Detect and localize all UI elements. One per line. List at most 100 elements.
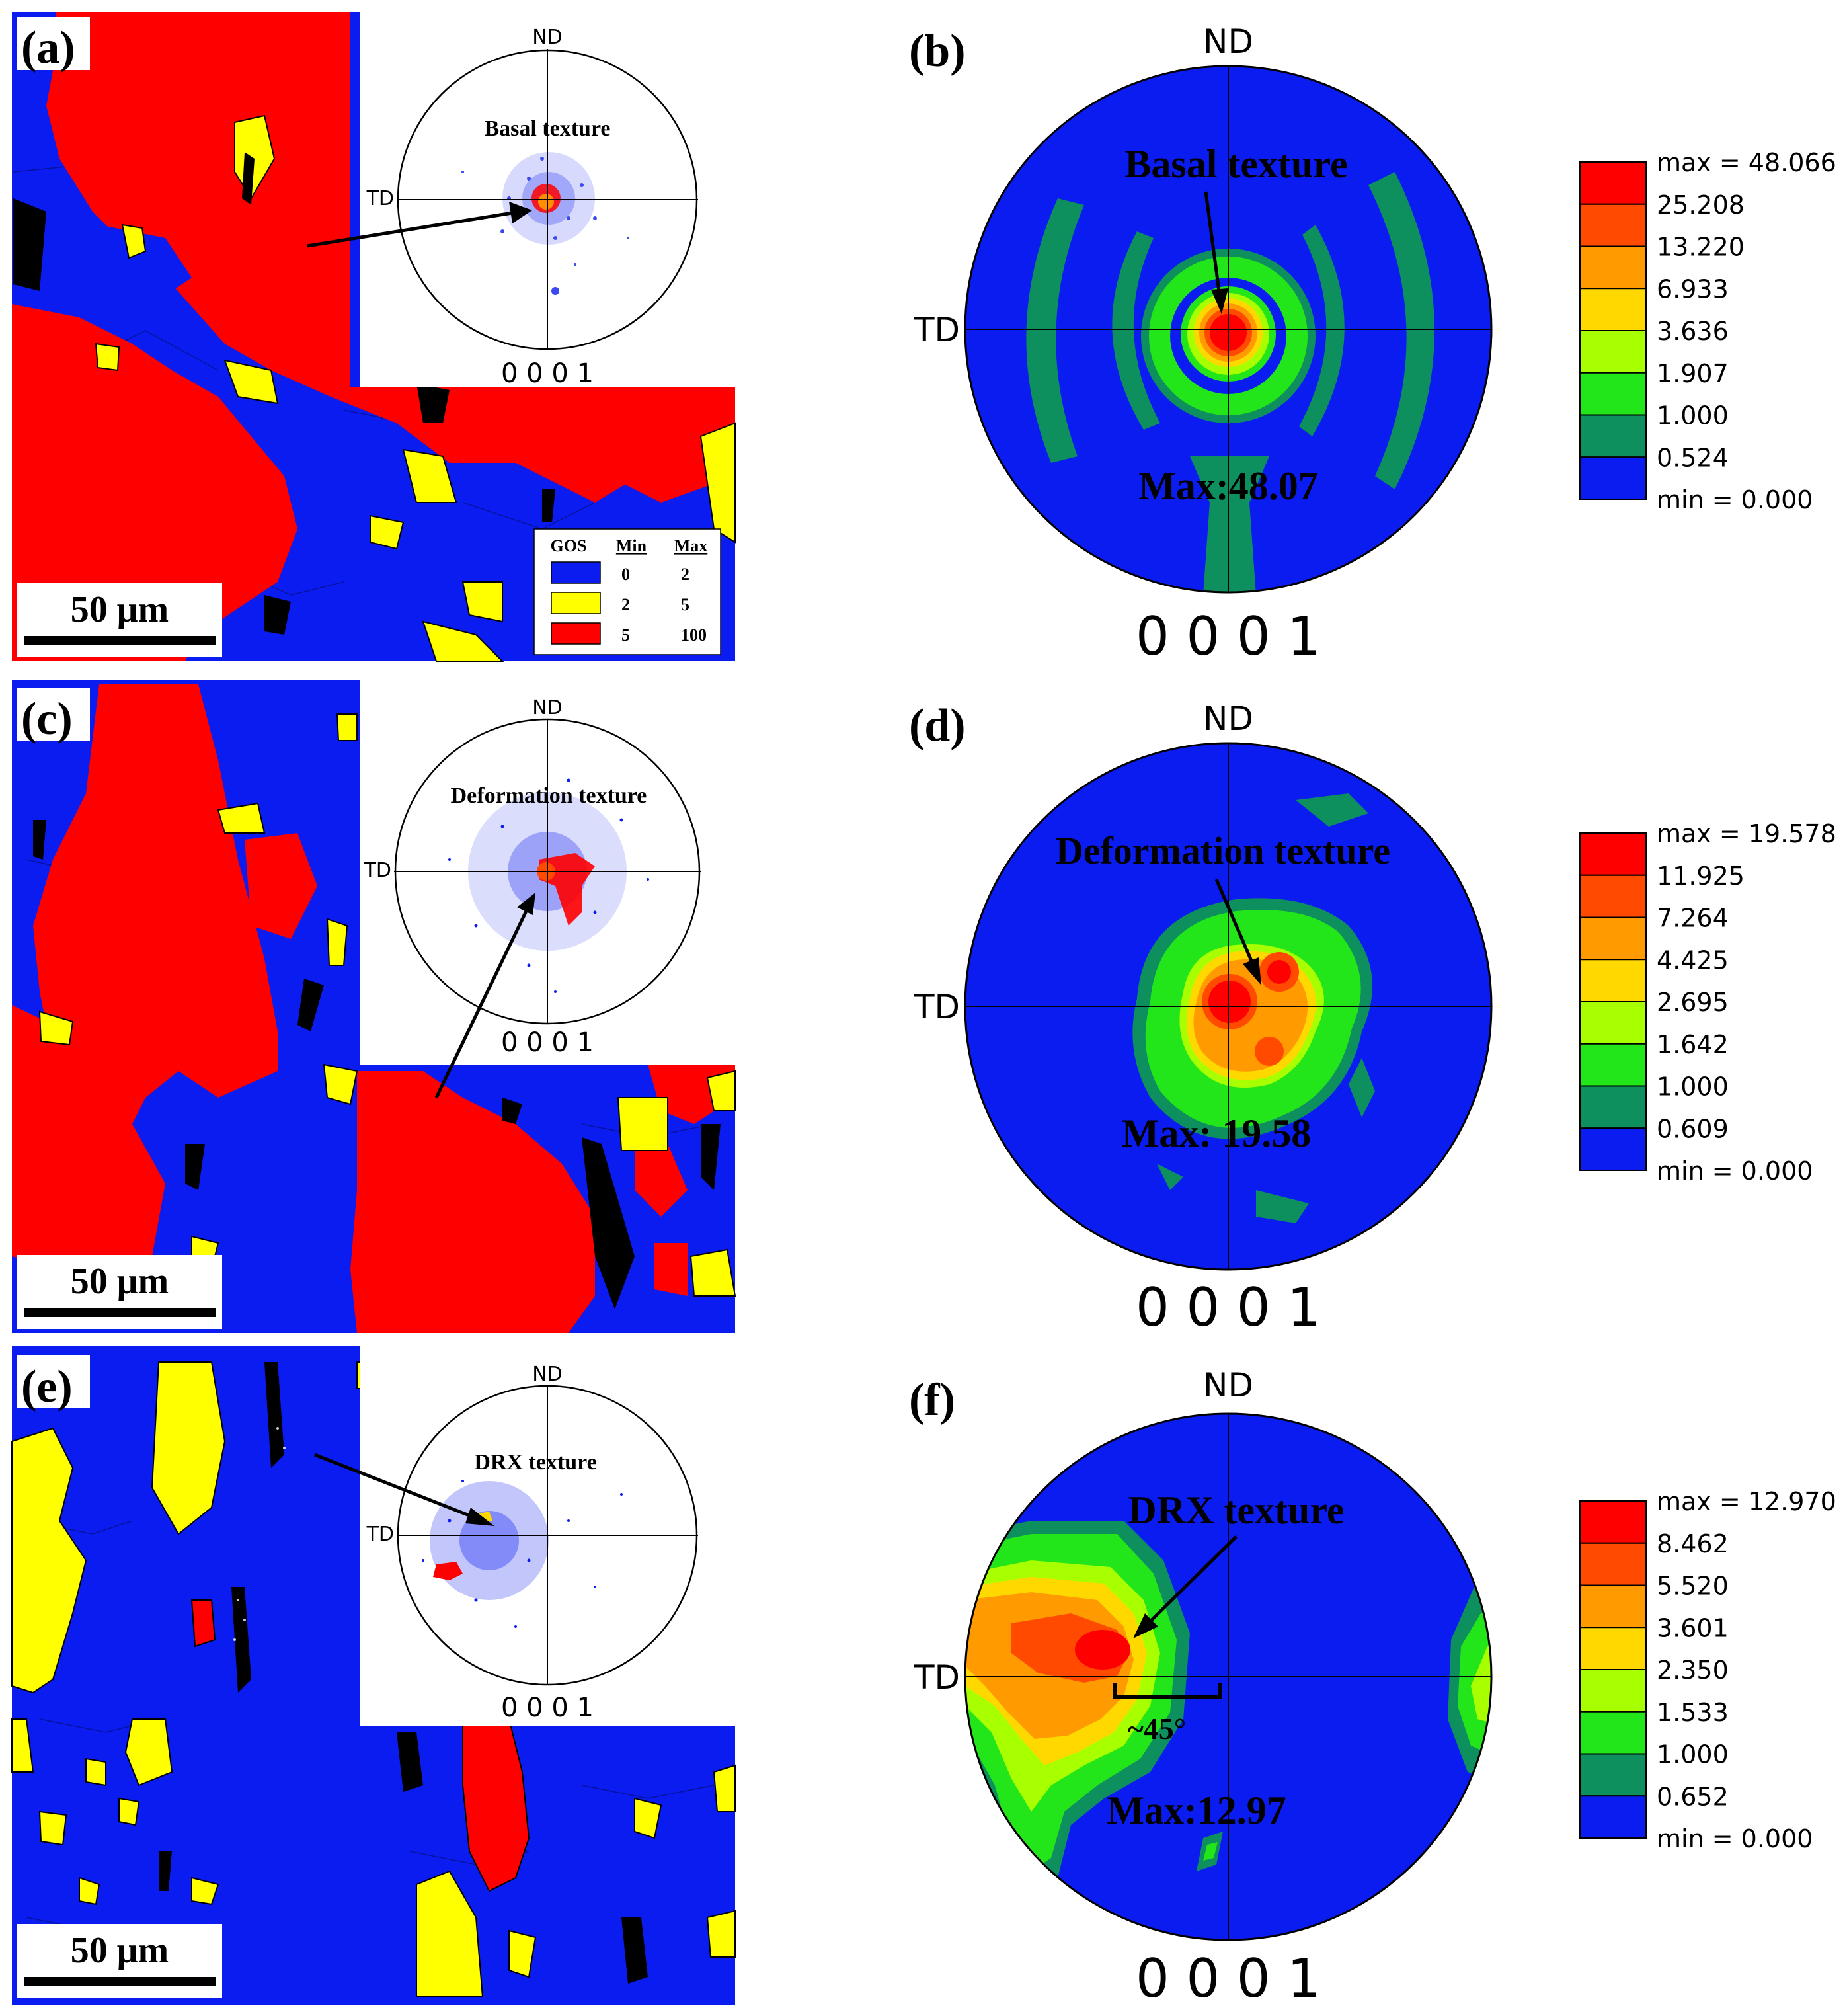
- colorbar-label-b-0: max = 48.066: [1657, 148, 1836, 177]
- gos-legend-row3-max: 100: [681, 625, 707, 645]
- colorbar-swatch-d-2: [1579, 916, 1647, 961]
- scalebar-label-c: 50 μm: [71, 1261, 169, 1302]
- gos-legend: GOS Min Max 0 2 2 5 5 100: [533, 528, 721, 655]
- colorbar-label-d-5: 1.642: [1657, 1030, 1729, 1059]
- colorbar-swatch-b-4: [1579, 330, 1647, 374]
- colorbar-swatch-b-7: [1579, 456, 1647, 500]
- texture-label-d: Deformation texture: [1056, 829, 1390, 872]
- colorbar-label-d-0: max = 19.578: [1657, 819, 1836, 848]
- colorbar-swatch-d-6: [1579, 1085, 1647, 1129]
- td-label-b: TD: [914, 311, 960, 349]
- inset-nd-label-c: ND: [532, 696, 563, 719]
- colorbar-swatch-b-1: [1579, 203, 1647, 247]
- colorbar-label-b-3: 6.933: [1657, 274, 1729, 303]
- colorbar-swatch-f-6: [1579, 1753, 1647, 1797]
- colorbar-label-b-8: min = 0.000: [1657, 485, 1813, 514]
- colorbar-label-d-8: min = 0.000: [1657, 1156, 1813, 1186]
- td-label-f: TD: [914, 1658, 960, 1697]
- scalebar-e: 50 μm: [17, 1924, 222, 1998]
- gos-legend-row1-max: 2: [681, 565, 689, 584]
- gos-legend-swatch-yellow: [551, 592, 601, 614]
- colorbar-swatch-d-1: [1579, 874, 1647, 918]
- inset-pole-figure-a: ND TD 0 0 0 1 Basal texture: [360, 12, 735, 389]
- plane-label-d: 0 0 0 1: [1136, 1277, 1321, 1338]
- arrow-e: [314, 1453, 494, 1526]
- arrow-d: [1214, 879, 1261, 985]
- scalebar-c: 50 μm: [17, 1255, 222, 1329]
- panel-f: (f) ND TD DRX texture ~45°: [909, 1366, 1836, 2009]
- colorbar-f: max = 12.970 8.462 5.520 3.601 2.350 1.533 1.0…: [1579, 1487, 1836, 1853]
- colorbar-swatch-d-4: [1579, 1001, 1647, 1045]
- inset-texture-label-e: DRX texture: [474, 1450, 596, 1474]
- plane-label-b: 0 0 0 1: [1136, 606, 1321, 667]
- colorbar-swatch-b-3: [1579, 288, 1647, 331]
- gos-legend-max-header: Max: [674, 536, 708, 555]
- panel-d: (d) ND TD Deformation texture: [909, 700, 1836, 1338]
- colorbar-swatch-f-7: [1579, 1795, 1647, 1839]
- panel-label-c: (c): [21, 694, 73, 745]
- inset-nd-label-a: ND: [532, 26, 563, 49]
- inset-scatter-a: [461, 152, 629, 295]
- panel-label-d: (d): [909, 700, 966, 751]
- scalebar-a: 50 μm: [17, 583, 222, 657]
- colorbar-label-f-1: 8.462: [1657, 1529, 1729, 1558]
- inset-td-label-a: TD: [366, 187, 394, 210]
- nd-label-b: ND: [1203, 22, 1253, 61]
- colorbar-swatch-b-6: [1579, 414, 1647, 458]
- inset-texture-label-c: Deformation texture: [451, 784, 647, 808]
- panel-label-a: (a): [21, 22, 75, 73]
- colorbar-label-b-2: 13.220: [1657, 233, 1745, 262]
- inset-td-label-c: TD: [364, 859, 391, 882]
- colorbar-label-b-1: 25.208: [1657, 190, 1745, 220]
- gos-legend-row3-min: 5: [621, 625, 630, 645]
- colorbar-swatch-d-7: [1579, 1127, 1647, 1171]
- gos-legend-row1-min: 0: [621, 565, 630, 584]
- inset-td-label-e: TD: [366, 1523, 394, 1546]
- colorbar-label-f-7: 0.652: [1657, 1782, 1729, 1811]
- panel-label-e: (e): [21, 1361, 73, 1412]
- contour-map-d: [965, 743, 1491, 1270]
- colorbar-label-b-7: 0.524: [1657, 443, 1729, 472]
- colorbar-label-f-8: min = 0.000: [1657, 1824, 1813, 1853]
- nd-label-f: ND: [1203, 1366, 1253, 1404]
- colorbar-swatch-f-5: [1579, 1711, 1647, 1755]
- colorbar-label-d-3: 4.425: [1657, 946, 1729, 975]
- texture-label-f: DRX texture: [1128, 1488, 1344, 1532]
- panel-label-f: (f): [909, 1375, 955, 1426]
- colorbar-label-f-6: 1.000: [1657, 1740, 1729, 1769]
- max-label-d: Max: 19.58: [1122, 1111, 1312, 1155]
- colorbar-label-f-4: 2.350: [1657, 1656, 1729, 1685]
- colorbar-swatch-f-0: [1579, 1500, 1647, 1544]
- inset-pole-figure-e: ND TD 0 0 0 1 DRX texture: [360, 1346, 735, 1726]
- panel-c: ND TD 0 0 0 1 Deformation texture (c) 50…: [12, 680, 736, 1333]
- inset-texture-label-a: Basal texture: [484, 116, 610, 141]
- plane-label-f: 0 0 0 1: [1136, 1948, 1321, 2009]
- gos-legend-swatch-blue: [551, 561, 601, 584]
- inset-plane-label-c: 0 0 0 1: [501, 1028, 594, 1058]
- colorbar-label-d-1: 11.925: [1657, 862, 1745, 891]
- arrow-b: [1204, 191, 1228, 314]
- gos-legend-row2-max: 5: [681, 595, 689, 614]
- colorbar-label-b-5: 1.907: [1657, 359, 1729, 388]
- colorbar-swatch-d-5: [1579, 1043, 1647, 1087]
- arrow-f: [1133, 1535, 1238, 1638]
- gos-legend-min-header: Min: [616, 536, 647, 555]
- colorbar-swatch-f-3: [1579, 1627, 1647, 1670]
- arrow-c: [434, 893, 535, 1099]
- colorbar-label-d-6: 1.000: [1657, 1072, 1729, 1102]
- colorbar-swatch-b-5: [1579, 372, 1647, 416]
- nd-label-d: ND: [1203, 700, 1253, 738]
- texture-label-b: Basal texture: [1124, 142, 1347, 186]
- max-label-f: Max:12.97: [1107, 1789, 1286, 1832]
- angle-label-f: ~45°: [1128, 1712, 1186, 1746]
- colorbar-label-d-4: 2.695: [1657, 988, 1729, 1017]
- colorbar-swatch-b-2: [1579, 245, 1647, 290]
- colorbar-swatch-f-2: [1579, 1584, 1647, 1629]
- gos-legend-swatch-red: [551, 622, 601, 645]
- colorbar-label-f-2: 5.520: [1657, 1572, 1729, 1601]
- td-label-d: TD: [914, 988, 960, 1026]
- colorbar-label-b-6: 1.000: [1657, 401, 1729, 430]
- scalebar-label-a: 50 μm: [71, 589, 169, 630]
- panel-b: (b) ND TD Basal texture Max:48: [909, 22, 1836, 667]
